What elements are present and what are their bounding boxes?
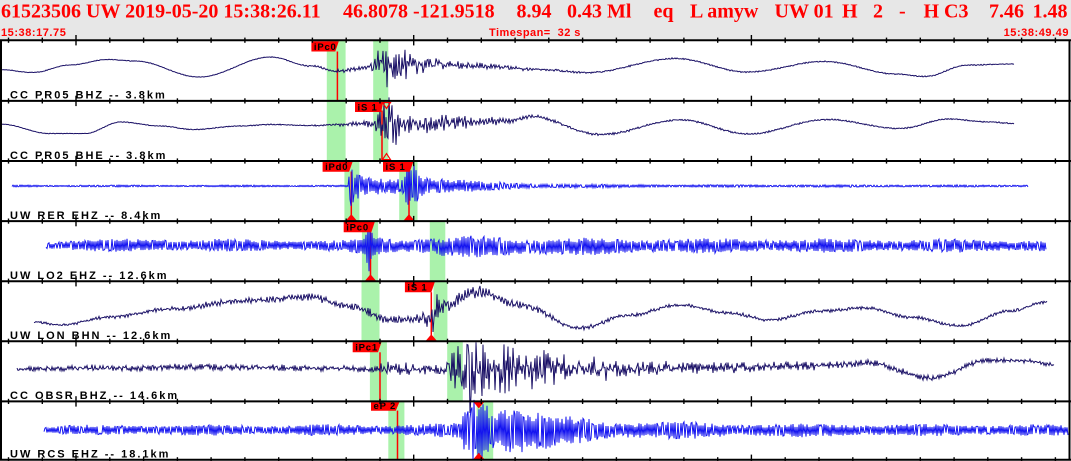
svg-text:H C3: H C3 bbox=[924, 1, 969, 23]
svg-text:15:38:17.75: 15:38:17.75 bbox=[1, 27, 66, 39]
svg-text:2: 2 bbox=[873, 1, 883, 23]
svg-text:UW LO2 EHZ -- 12.6km: UW LO2 EHZ -- 12.6km bbox=[10, 270, 169, 282]
svg-text:46.8078 -121.9518: 46.8078 -121.9518 bbox=[343, 1, 495, 23]
svg-text:eP 2: eP 2 bbox=[374, 401, 397, 412]
svg-text:15:38:49.49: 15:38:49.49 bbox=[1004, 27, 1069, 39]
svg-text:7.46: 7.46 bbox=[989, 1, 1024, 23]
svg-text:iS 1: iS 1 bbox=[358, 102, 378, 113]
svg-text:Timespan= 32 s: Timespan= 32 s bbox=[489, 27, 581, 39]
svg-text:iPc1: iPc1 bbox=[355, 343, 378, 354]
svg-text:CC PR05 BHZ -- 3.8km: CC PR05 BHZ -- 3.8km bbox=[10, 90, 167, 102]
svg-text:eq: eq bbox=[654, 1, 674, 23]
svg-text:CC PR05 BHE -- 3.8km: CC PR05 BHE -- 3.8km bbox=[10, 150, 167, 162]
svg-text:iS 1: iS 1 bbox=[407, 283, 427, 294]
svg-text:UW 01: UW 01 bbox=[775, 1, 834, 23]
svg-text:61523506 UW 2019-05-20 15:38:2: 61523506 UW 2019-05-20 15:38:26.11 bbox=[1, 1, 321, 23]
svg-text:iS 1: iS 1 bbox=[386, 162, 406, 173]
svg-text:1.48: 1.48 bbox=[1033, 1, 1068, 23]
svg-text:0.43 Ml: 0.43 Ml bbox=[567, 1, 632, 23]
svg-text:UW RCS EHZ -- 18.1km: UW RCS EHZ -- 18.1km bbox=[10, 449, 170, 461]
svg-text:-: - bbox=[899, 1, 906, 23]
svg-text:UW RER EHZ -- 8.4km: UW RER EHZ -- 8.4km bbox=[10, 210, 162, 222]
svg-text:iPc0: iPc0 bbox=[346, 223, 369, 234]
svg-text:UW LON BHN -- 12.6km: UW LON BHN -- 12.6km bbox=[10, 330, 172, 342]
svg-text:CC OBSR BHZ -- 14.6km: CC OBSR BHZ -- 14.6km bbox=[10, 390, 179, 402]
svg-text:iPc0: iPc0 bbox=[314, 42, 337, 53]
svg-text:iPd0: iPd0 bbox=[325, 162, 348, 173]
svg-text:L amyw: L amyw bbox=[690, 1, 759, 23]
svg-text:8.94: 8.94 bbox=[517, 1, 552, 23]
svg-text:H: H bbox=[842, 1, 858, 23]
